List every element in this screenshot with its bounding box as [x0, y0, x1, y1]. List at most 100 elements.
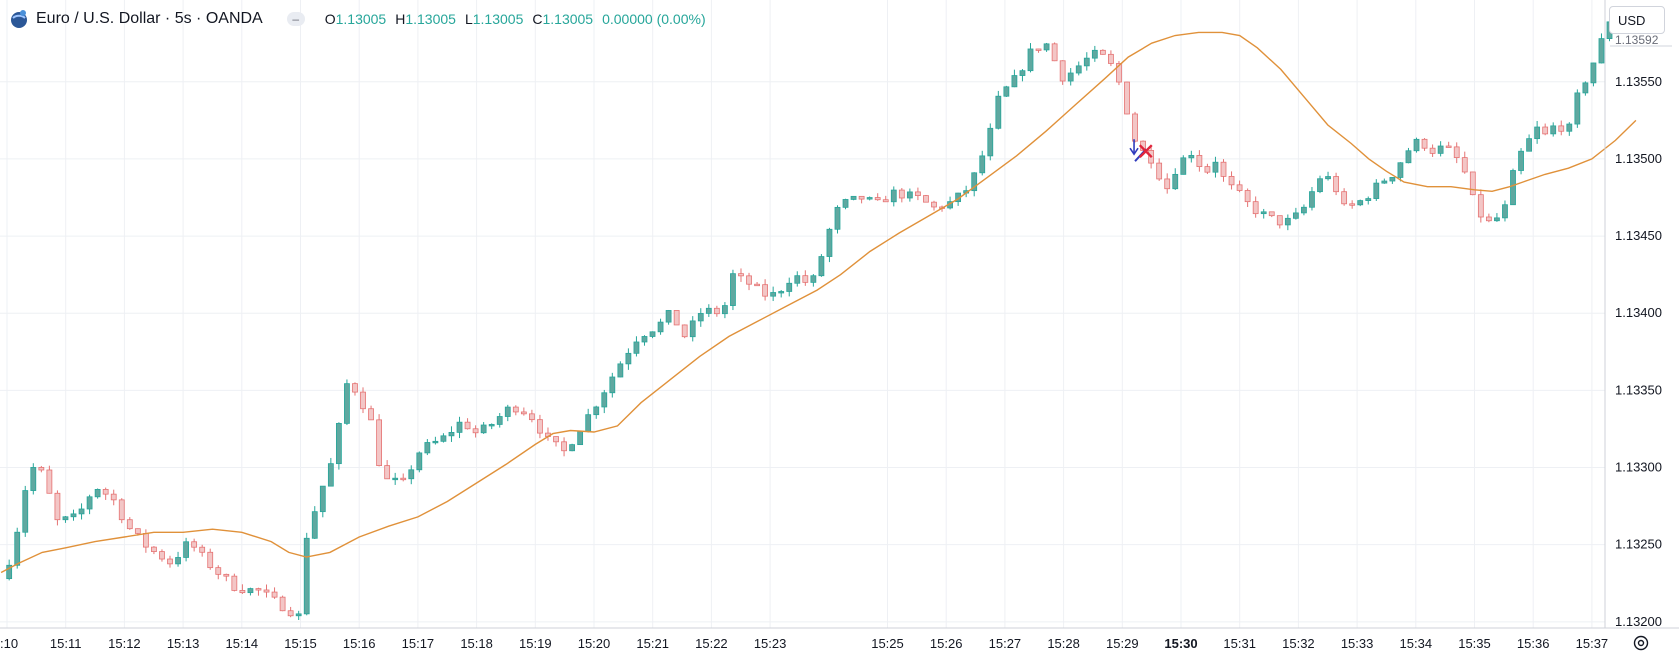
candle-down	[746, 275, 752, 285]
candle-up	[1566, 123, 1573, 132]
open-value: 1.13005	[335, 11, 387, 27]
x-tick-label: 15:15	[284, 636, 317, 651]
candle-up	[392, 477, 399, 481]
candle-down	[1059, 60, 1066, 82]
currency-button[interactable]: USD	[1609, 6, 1665, 34]
candle-up	[697, 313, 704, 322]
candle-up	[456, 421, 463, 433]
candle-up	[1027, 48, 1034, 72]
candle-up	[1389, 177, 1396, 182]
candle-up	[1003, 86, 1010, 97]
candle-up	[504, 406, 511, 417]
candle-up	[1172, 173, 1179, 190]
candle-down	[537, 419, 543, 434]
candle-down	[223, 573, 230, 577]
candle-up	[1011, 75, 1018, 88]
candle-down	[1236, 184, 1243, 191]
y-tick-label: 1.13400	[1615, 305, 1662, 320]
candle-up	[609, 376, 616, 394]
candle-down	[1276, 215, 1283, 226]
candle-up	[247, 588, 254, 594]
candle-up	[1598, 38, 1605, 64]
candle-down	[199, 546, 206, 553]
candle-down	[1333, 176, 1339, 193]
candle-up	[906, 191, 913, 199]
candle-up	[424, 442, 431, 454]
x-tick-label: 15:35	[1458, 636, 1491, 651]
candle-up	[1067, 72, 1074, 82]
x-tick-label: 15:18	[460, 636, 493, 651]
candle-up	[432, 440, 439, 444]
candle-down	[472, 428, 479, 434]
ohlc-values: O1.13005 H1.13005 L1.13005 C1.13005 0.00…	[325, 11, 706, 27]
x-tick-label: 15:12	[108, 636, 141, 651]
candle-up	[890, 189, 897, 203]
x-tick-label: 15:17	[402, 636, 435, 651]
candle-up	[448, 431, 455, 437]
collapse-legend-icon[interactable]: –	[286, 12, 305, 26]
candle-down	[134, 528, 141, 534]
x-tick-label: 15:11	[50, 636, 82, 651]
candle-up	[665, 310, 672, 323]
candle-down	[360, 391, 366, 410]
candle-up	[6, 564, 13, 580]
x-tick-label: 15:28	[1047, 636, 1080, 651]
candle-down	[931, 201, 937, 208]
x-tick-label: 15:19	[519, 636, 552, 651]
candle-down	[923, 195, 929, 203]
candle-down	[159, 551, 165, 560]
x-tick-label: 15:31	[1223, 636, 1256, 651]
chart-settings-icon[interactable]	[1631, 633, 1651, 653]
candle-up	[1550, 125, 1557, 135]
candle-up	[183, 541, 189, 558]
candle-down	[1341, 191, 1348, 205]
candle-down	[1268, 211, 1275, 217]
candle-up	[78, 508, 85, 515]
candle-up	[617, 363, 624, 378]
candle-down	[110, 493, 117, 501]
candle-up	[770, 292, 777, 297]
candle-down	[1244, 190, 1251, 203]
close-value: 1.13005	[542, 11, 594, 27]
candle-up	[1019, 70, 1026, 76]
candle-down	[400, 477, 407, 481]
candle-down	[1477, 194, 1484, 218]
candle-up	[585, 414, 592, 432]
candle-down	[46, 469, 53, 494]
candle-down	[898, 189, 905, 199]
candle-up	[979, 155, 986, 174]
candle-down	[215, 567, 222, 575]
candle-down	[142, 533, 149, 548]
candle-down	[191, 541, 198, 548]
candle-up	[593, 406, 600, 416]
change-value: 0.00000 (0.00%)	[602, 11, 706, 27]
candle-up	[794, 275, 801, 284]
candle-down	[1035, 48, 1042, 51]
candle-down	[54, 492, 61, 521]
candle-up	[1574, 92, 1581, 125]
candle-down	[713, 307, 720, 315]
candle-up	[303, 537, 310, 615]
candle-up	[649, 331, 656, 337]
low-key: L	[464, 11, 473, 27]
candle-up	[778, 291, 785, 294]
candle-down	[1558, 125, 1565, 132]
candle-up	[601, 392, 608, 408]
candle-up	[1582, 82, 1589, 94]
candle-down	[1429, 147, 1436, 154]
candle-up	[834, 206, 841, 230]
y-tick-label: 1.13550	[1615, 74, 1662, 89]
candle-down	[1453, 146, 1460, 158]
symbol-title[interactable]: Euro / U.S. Dollar · 5s · OANDA	[36, 10, 263, 27]
candle-down	[279, 596, 286, 612]
candle-up	[335, 422, 342, 465]
candle-up	[995, 95, 1002, 129]
candle-up	[1381, 180, 1388, 184]
candle-up	[818, 256, 825, 277]
candle-up	[1188, 155, 1195, 159]
candle-up	[86, 496, 93, 510]
candle-up	[1043, 43, 1050, 51]
x-tick-label: 15:29	[1106, 636, 1139, 651]
y-tick-label: 1.13350	[1615, 382, 1662, 397]
